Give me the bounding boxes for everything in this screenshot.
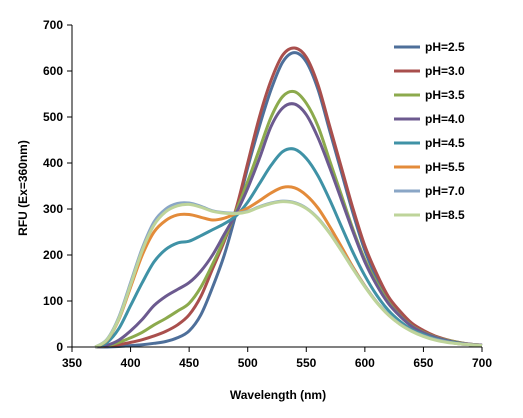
series-line-8 — [94, 200, 483, 349]
y-tick-label: 100 — [43, 294, 63, 308]
y-tick-label: 400 — [43, 156, 63, 170]
x-tick-label: 500 — [238, 356, 258, 370]
legend-label: pH=5.5 — [425, 160, 465, 174]
series-line-1 — [95, 51, 483, 349]
series-line-5 — [94, 147, 483, 349]
series-line-6 — [94, 185, 483, 349]
legend: pH=2.5 pH=3.0 pH=3.5 pH=4.0 pH=4.5 pH=5.5 pH=7… — [394, 40, 465, 222]
tick-labels: 0 100 200 300 400 500 600 700 350 400 450 500 550 600… — [43, 18, 492, 370]
axes — [67, 24, 483, 352]
legend-label: pH=2.5 — [425, 40, 465, 54]
legend-label: pH=4.5 — [425, 136, 465, 150]
legend-label: pH=8.5 — [425, 208, 465, 222]
legend-label: pH=3.0 — [425, 64, 465, 78]
y-tick-label: 700 — [43, 18, 63, 32]
x-tick-label: 700 — [472, 356, 492, 370]
y-tick-label: 500 — [43, 110, 63, 124]
x-tick-label: 600 — [355, 356, 375, 370]
x-tick-label: 400 — [121, 356, 141, 370]
legend-label: pH=7.0 — [425, 184, 465, 198]
x-tick-label: 450 — [179, 356, 199, 370]
x-tick-label: 550 — [296, 356, 316, 370]
legend-label: pH=3.5 — [425, 88, 465, 102]
x-tick-label: 350 — [62, 356, 82, 370]
series-line-4 — [95, 102, 483, 349]
series-line-2 — [95, 46, 483, 349]
y-tick-label: 200 — [43, 248, 63, 262]
legend-label: pH=4.0 — [425, 112, 465, 126]
series-line-3 — [95, 89, 483, 349]
y-tick-label: 0 — [56, 340, 63, 354]
y-tick-label: 600 — [43, 64, 63, 78]
y-axis-title: RFU (Ex=360nm) — [16, 140, 30, 236]
plot-lines — [94, 46, 483, 349]
x-axis-title: Wavelength (nm) — [230, 388, 326, 402]
y-tick-label: 300 — [43, 202, 63, 216]
x-tick-label: 650 — [413, 356, 433, 370]
